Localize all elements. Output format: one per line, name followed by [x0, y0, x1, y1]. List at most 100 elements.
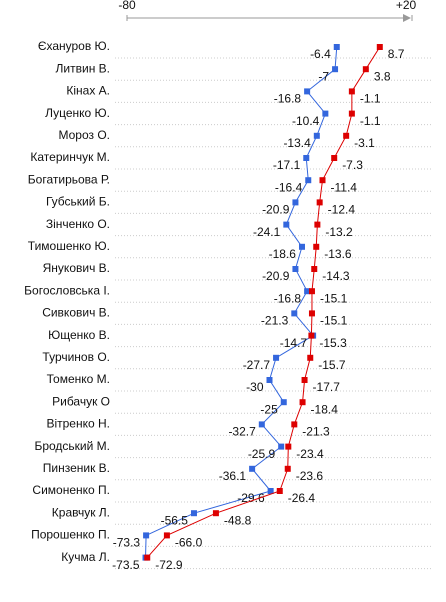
value-label: -13.2	[325, 225, 353, 239]
category-label: Томенко М.	[47, 372, 110, 386]
category-label: Янукович В.	[43, 261, 110, 275]
marker	[322, 110, 329, 117]
marker	[273, 354, 280, 361]
value-label: -15.1	[320, 291, 348, 305]
category-label: Симоненко П.	[32, 483, 110, 497]
marker	[280, 399, 287, 406]
marker	[316, 199, 323, 206]
marker	[267, 488, 274, 494]
marker	[332, 66, 339, 73]
marker	[313, 243, 320, 250]
marker	[301, 377, 308, 383]
series-line	[146, 46, 381, 558]
marker	[314, 221, 321, 228]
value-label: -36.1	[219, 469, 247, 483]
value-label: -3.1	[354, 136, 375, 150]
value-label: -1.1	[360, 114, 381, 128]
marker	[343, 132, 350, 139]
value-label: -29.6	[237, 491, 265, 505]
value-label: -18.6	[269, 247, 297, 261]
value-label: -20.9	[262, 269, 290, 283]
value-label: -14.7	[280, 336, 308, 350]
marker	[258, 421, 265, 428]
value-label: -21.3	[261, 314, 289, 328]
value-label: -15.7	[318, 358, 346, 372]
category-label: Тимошенко Ю.	[28, 239, 110, 253]
category-label: Кравчук Л.	[52, 505, 110, 519]
value-label: -13.6	[324, 247, 352, 261]
value-label: 8.7	[388, 47, 405, 61]
marker	[298, 243, 305, 250]
value-label: -56.5	[161, 513, 189, 527]
category-label: Губський Б.	[46, 195, 110, 209]
category-label: Ющенко В.	[48, 328, 110, 342]
category-label: Бродський М.	[34, 439, 110, 453]
marker	[319, 177, 326, 184]
marker	[348, 110, 355, 117]
category-label: Катеринчук М.	[30, 150, 110, 164]
marker	[304, 88, 311, 95]
value-label: -48.8	[224, 513, 252, 527]
value-label: -6.4	[310, 47, 331, 61]
category-label: Литвин В.	[56, 61, 110, 75]
category-label: Пинзеник В.	[43, 461, 110, 475]
value-label: -23.4	[296, 447, 324, 461]
marker	[276, 488, 283, 494]
marker	[299, 399, 306, 406]
value-label: -24.1	[253, 225, 281, 239]
marker	[143, 532, 150, 539]
category-label: Єхануров Ю.	[38, 39, 110, 53]
marker	[308, 310, 315, 317]
value-label: -7.3	[342, 158, 363, 172]
marker	[313, 132, 320, 139]
x-tick-label: -80	[118, 0, 136, 12]
marker	[331, 155, 338, 161]
value-label: -1.1	[360, 92, 381, 106]
marker	[292, 199, 299, 206]
value-label: -25	[260, 402, 278, 416]
value-label: -18.4	[311, 402, 339, 416]
value-label: -25.9	[248, 447, 276, 461]
category-label: Мороз О.	[58, 128, 110, 142]
value-label: -73.5	[112, 558, 140, 572]
marker	[311, 266, 318, 272]
value-label: -17.7	[313, 380, 341, 394]
value-label: -12.4	[328, 203, 356, 217]
value-label: -16.8	[274, 92, 302, 106]
marker	[308, 332, 315, 339]
value-label: -13.4	[283, 136, 311, 150]
value-label: -73.3	[113, 536, 141, 550]
category-label: Вітренко Н.	[46, 417, 110, 431]
marker	[285, 443, 292, 450]
value-label: -16.4	[275, 180, 303, 194]
marker	[292, 266, 299, 272]
marker	[362, 66, 369, 73]
value-label: -15.1	[320, 314, 348, 328]
marker	[376, 44, 383, 50]
value-label: -14.3	[322, 269, 350, 283]
category-label: Турчинов О.	[42, 350, 110, 364]
category-label: Порошенко П.	[31, 528, 110, 542]
value-label: -7	[318, 69, 329, 83]
value-label: -11.4	[331, 180, 358, 194]
marker	[333, 44, 340, 50]
marker	[212, 510, 219, 517]
marker	[303, 155, 310, 161]
value-label: -15.3	[319, 336, 347, 350]
marker	[307, 354, 314, 361]
category-label: Рибачук О	[52, 394, 110, 408]
value-label: -21.3	[302, 425, 330, 439]
marker	[190, 510, 197, 517]
value-label: -26.4	[288, 491, 316, 505]
value-label: -32.7	[228, 425, 256, 439]
marker	[291, 421, 298, 428]
value-label: -72.9	[155, 558, 183, 572]
marker	[308, 288, 315, 295]
value-label: 3.8	[374, 69, 391, 83]
value-label: -23.6	[296, 469, 324, 483]
marker	[283, 221, 290, 228]
marker	[291, 310, 298, 317]
marker	[249, 465, 256, 472]
value-label: -16.8	[274, 291, 302, 305]
